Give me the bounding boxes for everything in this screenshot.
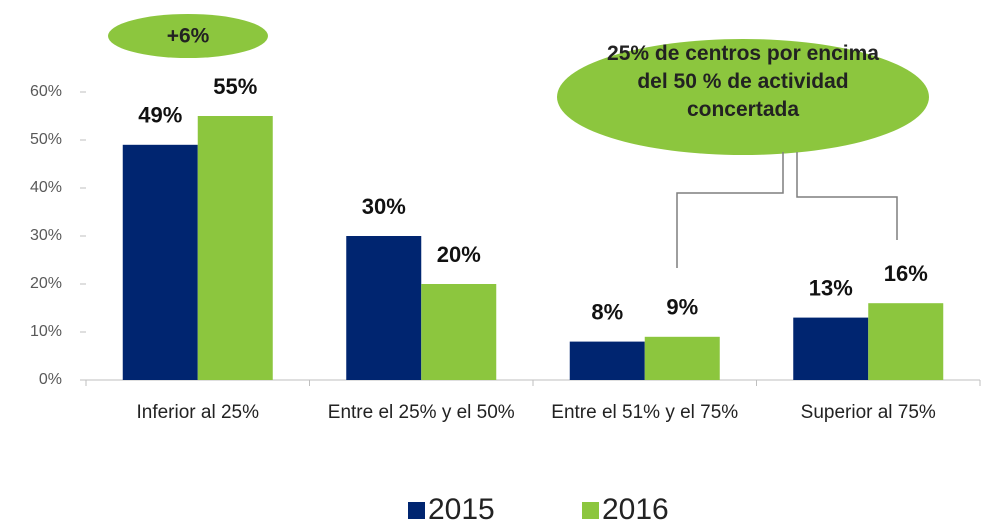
- annotation-bubble: [108, 14, 268, 58]
- annotation-bubble: [557, 39, 929, 155]
- value-label: 8%: [591, 299, 623, 324]
- y-tick-label: 20%: [30, 275, 62, 292]
- bar: [868, 303, 944, 380]
- x-tick-label: Superior al 75%: [800, 402, 936, 423]
- annotation: 25% de centros por encima del 50 % de ac…: [607, 42, 879, 121]
- value-label: 55%: [213, 74, 257, 99]
- x-tick-label: Entre el 51% y el 75%: [551, 402, 739, 423]
- y-tick-label: 50%: [30, 131, 62, 148]
- legend-label: 2016: [602, 493, 669, 526]
- bar: [793, 317, 869, 380]
- legend-label: 2015: [428, 493, 495, 526]
- bar: [421, 284, 497, 380]
- connector: [796, 152, 898, 240]
- y-tick-label: 0%: [39, 371, 62, 388]
- legend-swatch: [582, 502, 599, 519]
- bar: [644, 336, 720, 380]
- bar: [346, 236, 422, 380]
- y-tick-label: 40%: [30, 179, 62, 196]
- legend-swatch: [408, 502, 425, 519]
- value-label: 30%: [362, 194, 406, 219]
- value-label: 20%: [437, 242, 481, 267]
- x-tick-label: Inferior al 25%: [136, 402, 259, 423]
- value-label: 16%: [884, 261, 928, 286]
- bar: [122, 144, 198, 380]
- y-tick-label: 60%: [30, 83, 62, 100]
- annotation: +6%: [167, 25, 210, 48]
- y-tick-label: 30%: [30, 227, 62, 244]
- y-tick-label: 10%: [30, 323, 62, 340]
- value-label: 13%: [809, 275, 853, 300]
- x-tick-label: Entre el 25% y el 50%: [327, 402, 515, 423]
- connector: [676, 152, 784, 268]
- bar: [569, 341, 645, 380]
- value-label: 49%: [138, 103, 182, 128]
- bar: [197, 116, 273, 380]
- value-label: 9%: [666, 295, 698, 320]
